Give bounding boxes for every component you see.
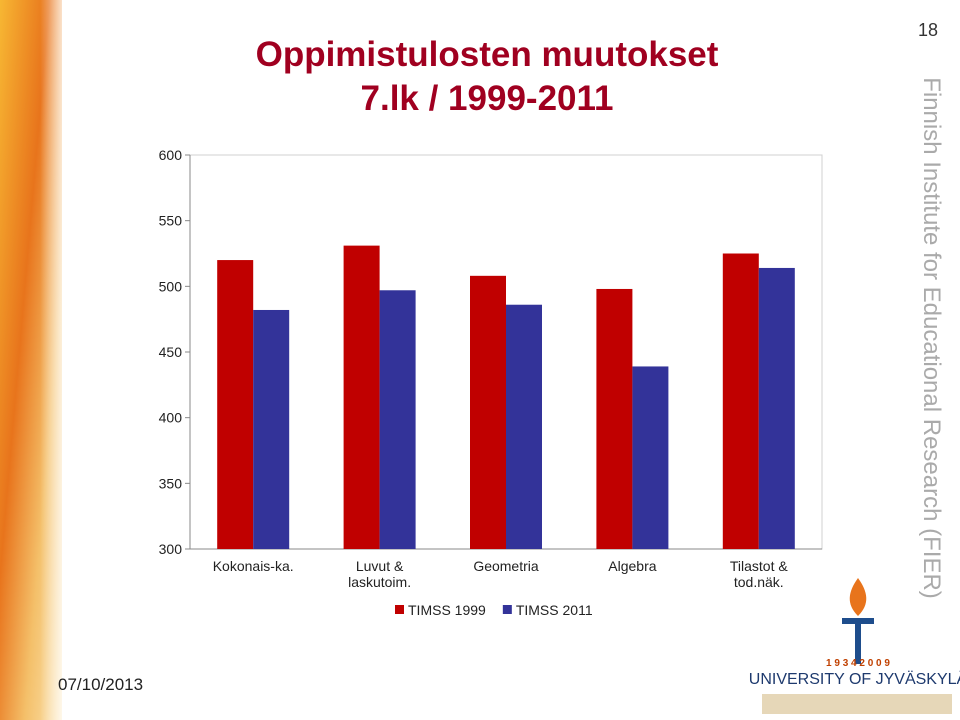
y-tick-label: 500 (159, 278, 183, 294)
bar (632, 366, 669, 549)
bar (217, 260, 254, 549)
legend-label: TIMSS 1999 (408, 602, 486, 618)
logo-years: 1 9 3 4 2 0 0 9 (826, 658, 890, 669)
legend-swatch (502, 605, 512, 614)
x-tick-label: Algebra (608, 558, 656, 574)
title: Oppimistulosten muutokset (256, 35, 719, 74)
x-tick-label: Luvut & laskutoim. (348, 558, 411, 590)
y-tick-label: 350 (159, 475, 183, 491)
legend-label: TIMSS 2011 (516, 602, 593, 618)
y-tick-label: 550 (159, 213, 183, 229)
bar (596, 288, 633, 549)
x-tick-label: Tilastot & tod.näk. (730, 558, 788, 590)
y-tick-label: 400 (159, 410, 183, 426)
x-tick-label: Kokonais-ka. (213, 558, 294, 574)
page-number: 18 (918, 20, 938, 40)
bar (506, 304, 542, 549)
bar (470, 275, 506, 549)
logo-name: UNIVERSITY OF JYVÄSKYLÄ (749, 670, 960, 688)
bar (343, 245, 380, 549)
bar (253, 309, 290, 549)
logo-band (762, 694, 952, 714)
bar (722, 253, 759, 549)
bar (758, 267, 795, 549)
y-tick-label: 600 (159, 147, 183, 163)
bar (379, 290, 416, 549)
decoration-fade (40, 0, 70, 720)
legend-swatch (395, 605, 404, 614)
date: 07/10/2013 (58, 675, 143, 694)
subtitle: 7.lk / 1999-2011 (361, 79, 614, 118)
logo-icon (842, 578, 874, 664)
side-text: Finnish Institute for Educational Resear… (918, 77, 945, 599)
y-tick-label: 300 (159, 541, 183, 557)
x-tick-label: Geometria (473, 558, 539, 574)
y-tick-label: 450 (159, 344, 183, 360)
